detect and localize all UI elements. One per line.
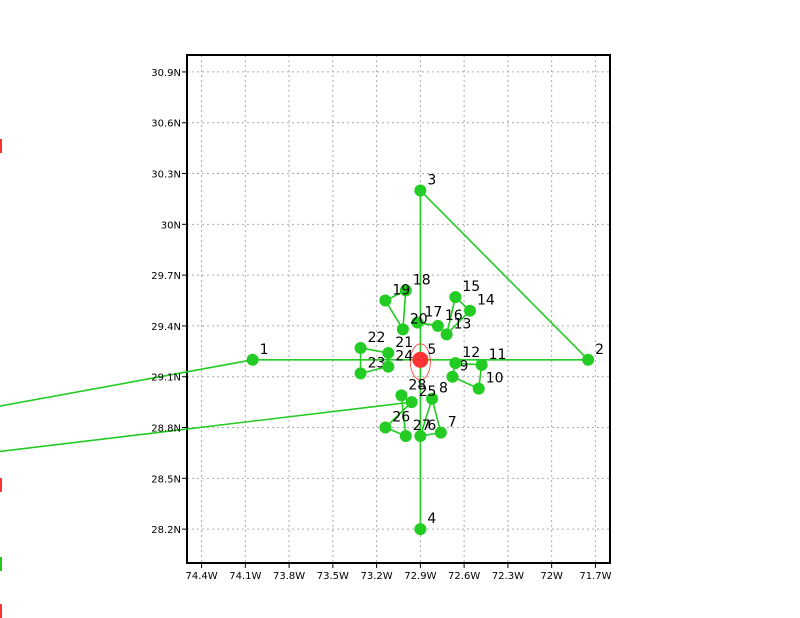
track-point-label-20: 20 xyxy=(410,311,428,327)
track-point-25 xyxy=(405,396,418,409)
track-point-label-3: 3 xyxy=(427,172,436,188)
track-point-label-6: 6 xyxy=(427,418,436,434)
track-point-12 xyxy=(449,357,462,370)
track-segment xyxy=(400,395,407,437)
track-segment xyxy=(445,296,457,335)
track-segment xyxy=(0,401,412,453)
track-point-label-2: 2 xyxy=(595,342,604,358)
track-point-8 xyxy=(426,392,439,405)
axis-ticks: 74.4W 74.1W 73.8W 73.5W 73.2W 72.9W 72.6W 72.3W… xyxy=(151,68,611,582)
y-tick-label: 30.6N xyxy=(151,119,181,130)
track-point-15 xyxy=(449,291,462,304)
x-tick-label: 72W xyxy=(540,571,563,582)
x-tick-label: 73.5W xyxy=(317,571,349,582)
track-point-3 xyxy=(414,184,427,197)
track-point-21 xyxy=(382,347,395,360)
edge-marker-red-2 xyxy=(0,478,2,492)
track-point-label-23: 23 xyxy=(368,355,386,371)
x-tick-label: 72.6W xyxy=(448,571,480,582)
track-point-19 xyxy=(379,294,392,307)
track-point-7 xyxy=(434,426,447,439)
track-point-label-22: 22 xyxy=(368,330,386,346)
x-tick-label: 74.4W xyxy=(186,571,218,582)
track-point-4 xyxy=(414,523,427,536)
grid-lines xyxy=(187,55,610,563)
track-point-24 xyxy=(382,360,395,373)
track-point-label-21: 21 xyxy=(395,335,413,351)
track-point-26 xyxy=(379,421,392,434)
track-point-label-15: 15 xyxy=(462,279,480,295)
track-point-11 xyxy=(475,358,488,371)
x-tick-label: 72.9W xyxy=(404,571,436,582)
track-point-9 xyxy=(446,370,459,383)
track-point-label-27: 27 xyxy=(413,418,431,434)
y-tick-label: 30.3N xyxy=(151,170,181,181)
track-point-label-28: 28 xyxy=(408,377,426,393)
track-segment xyxy=(419,398,433,437)
track-point-label-19: 19 xyxy=(392,283,410,299)
y-tick-label: 29.4N xyxy=(151,322,181,333)
track-point-label-7: 7 xyxy=(448,415,457,431)
center-point xyxy=(412,351,429,368)
track-point-6 xyxy=(414,430,427,442)
track-segment xyxy=(384,401,413,429)
track-point-label-14: 14 xyxy=(477,293,495,309)
track-point-label-10: 10 xyxy=(486,371,504,387)
y-tick-label: 29.1N xyxy=(151,373,181,384)
track-point-label-25: 25 xyxy=(419,384,437,400)
x-tick-label: 72.3W xyxy=(492,571,524,582)
track-point-label-18: 18 xyxy=(413,272,431,288)
track-point-label-12: 12 xyxy=(462,345,480,361)
track-point-label-26: 26 xyxy=(392,410,410,426)
track-point-27 xyxy=(399,430,412,442)
x-tick-label: 74.1W xyxy=(229,571,261,582)
track-segment xyxy=(402,290,407,330)
y-tick-label: 29.7N xyxy=(151,271,181,282)
track-point-label-5: 5 xyxy=(427,342,436,358)
center-marker-group xyxy=(409,343,431,381)
track-point-label-8: 8 xyxy=(439,381,448,397)
track-point-22 xyxy=(354,341,367,354)
track-point-17 xyxy=(411,316,424,329)
x-tick-label: 71.7W xyxy=(579,571,611,582)
x-tick-label: 73.8W xyxy=(273,571,305,582)
y-tick-label: 28.8N xyxy=(151,424,181,435)
track-point-14 xyxy=(463,304,476,317)
track-point-label-4: 4 xyxy=(427,511,436,527)
y-tick-label: 30.9N xyxy=(151,68,181,79)
track-point-label-13: 13 xyxy=(454,316,472,332)
track-point-label-9: 9 xyxy=(459,359,468,375)
edge-marker-red-1 xyxy=(0,139,2,153)
track-point-label-17: 17 xyxy=(424,305,442,321)
track-point-1 xyxy=(246,353,259,366)
track-point-label-24: 24 xyxy=(395,349,413,365)
y-tick-label: 28.2N xyxy=(151,525,181,536)
y-tick-label: 28.5N xyxy=(151,474,181,485)
edge-marker-red-3 xyxy=(0,604,2,618)
track-point-13 xyxy=(440,328,453,341)
x-tick-label: 73.2W xyxy=(361,571,393,582)
center-ring xyxy=(409,343,431,381)
track-point-16 xyxy=(431,319,444,332)
track-point-10 xyxy=(472,382,485,395)
map-border xyxy=(186,54,611,564)
edge-marker-green xyxy=(0,557,2,571)
track-segment xyxy=(419,189,589,361)
track-point-18 xyxy=(399,284,412,297)
track-segment xyxy=(0,359,253,407)
track-point-2 xyxy=(582,353,595,366)
track-point-28 xyxy=(395,389,408,402)
track-point-label-16: 16 xyxy=(445,308,463,324)
track-point-label-11: 11 xyxy=(489,347,507,363)
track-point-20 xyxy=(396,323,409,336)
track-point-label-1: 1 xyxy=(260,342,269,358)
track-point-23 xyxy=(354,367,367,380)
map-frame xyxy=(186,54,611,564)
y-tick-label: 30N xyxy=(161,220,181,231)
